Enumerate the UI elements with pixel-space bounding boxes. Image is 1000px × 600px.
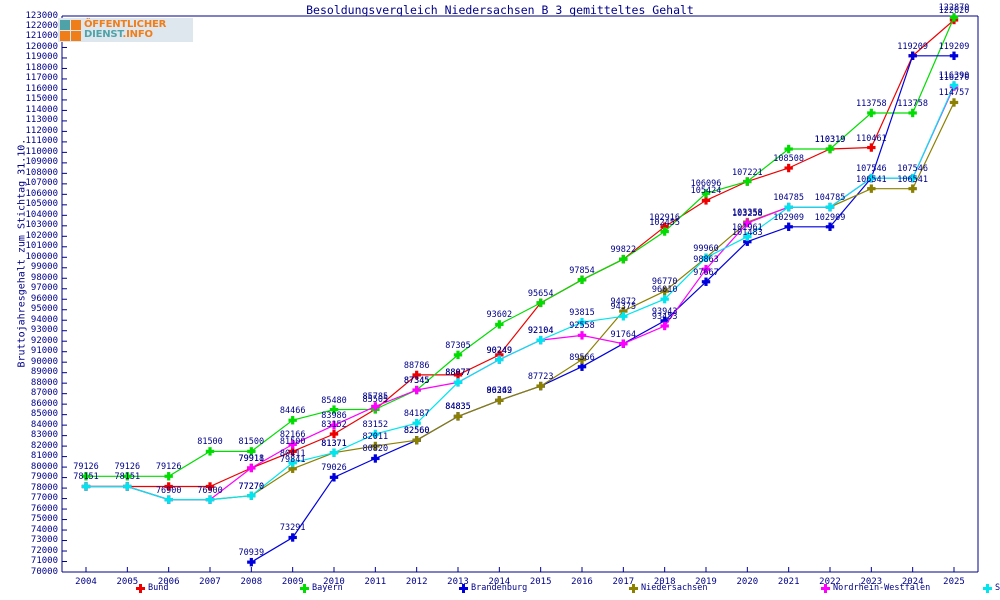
data-point-marker	[288, 458, 297, 467]
data-point-marker	[164, 482, 173, 491]
data-point-marker	[743, 232, 752, 241]
data-point-marker	[660, 294, 669, 304]
data-point-marker	[660, 316, 669, 326]
data-point-marker	[536, 335, 545, 345]
data-point-marker	[453, 350, 463, 360]
data-point-marker	[949, 13, 959, 22]
data-point-marker	[495, 350, 504, 360]
data-point-marker	[867, 143, 876, 152]
data-point-marker	[784, 202, 793, 212]
data-point-marker	[743, 177, 752, 186]
data-point-marker	[908, 173, 917, 183]
data-point-marker	[577, 331, 587, 340]
data-point-marker	[867, 108, 876, 118]
data-point-marker	[701, 196, 711, 205]
data-point-marker	[288, 447, 297, 456]
data-point-marker	[495, 355, 504, 364]
data-point-marker	[329, 421, 339, 430]
data-point-marker	[619, 306, 628, 316]
logo-line-2-dienst: DIENST	[84, 29, 123, 40]
data-point-marker	[577, 275, 587, 284]
data-point-marker	[825, 144, 835, 154]
data-point-marker	[247, 447, 256, 456]
data-point-marker	[123, 472, 132, 481]
data-point-marker	[701, 253, 711, 262]
data-point-marker	[949, 81, 959, 90]
logo-squares-icon	[60, 19, 81, 41]
data-point-marker	[660, 227, 669, 236]
data-point-marker	[908, 108, 917, 118]
data-point-marker	[619, 339, 628, 348]
data-point-marker	[577, 362, 587, 371]
data-point-marker	[577, 317, 587, 327]
data-point-marker	[247, 463, 256, 473]
chart-title: Besoldungsvergleich Niedersachsen B 3 ge…	[306, 3, 694, 17]
data-point-marker	[619, 254, 628, 264]
data-point-marker	[701, 277, 711, 286]
data-point-marker	[908, 51, 917, 60]
data-point-marker	[908, 184, 917, 193]
data-point-marker	[81, 482, 91, 491]
data-point-marker	[329, 429, 339, 439]
data-point-marker	[743, 218, 752, 228]
data-point-marker	[371, 454, 380, 463]
data-point-marker	[453, 370, 463, 380]
data-point-marker	[536, 381, 545, 391]
data-point-marker	[784, 144, 793, 154]
data-point-marker	[288, 416, 297, 425]
data-point-marker	[949, 51, 959, 60]
data-point-marker	[205, 482, 215, 491]
data-point-marker	[453, 412, 463, 421]
data-point-marker	[164, 472, 173, 481]
data-point-marker	[453, 378, 463, 387]
data-point-marker	[247, 557, 256, 567]
data-point-marker	[288, 533, 297, 542]
data-point-marker	[743, 237, 752, 246]
data-point-marker	[495, 396, 504, 405]
logo-line-1: ÖFFENTLICHER	[84, 19, 167, 30]
data-point-marker	[329, 405, 339, 414]
data-point-marker	[660, 222, 669, 231]
data-point-marker	[867, 184, 876, 193]
data-point-marker	[164, 495, 173, 504]
data-point-marker	[825, 222, 835, 231]
data-point-marker	[412, 436, 421, 445]
data-point-marker	[701, 189, 711, 198]
data-point-marker	[412, 370, 421, 380]
data-point-marker	[701, 265, 711, 274]
data-point-marker	[867, 173, 876, 183]
data-point-marker	[371, 429, 380, 439]
data-point-marker	[660, 286, 669, 296]
data-point-marker	[825, 202, 835, 212]
data-point-marker	[123, 482, 132, 491]
data-point-marker	[619, 312, 628, 321]
data-point-marker	[784, 222, 793, 231]
data-point-marker	[81, 472, 91, 481]
data-point-marker	[247, 491, 256, 500]
data-point-marker	[784, 163, 793, 173]
data-point-marker	[205, 447, 215, 456]
data-point-marker	[412, 418, 421, 428]
data-point-marker	[536, 298, 545, 308]
data-point-marker	[205, 495, 215, 504]
data-point-marker	[949, 98, 959, 107]
data-point-marker	[660, 321, 669, 331]
data-point-marker	[329, 448, 339, 457]
data-point-marker	[371, 402, 380, 411]
data-point-marker	[371, 441, 380, 451]
data-point-marker	[412, 385, 421, 395]
logo-line-2-info: .INFO	[122, 29, 153, 40]
data-point-marker	[495, 320, 504, 329]
data-point-marker	[288, 440, 297, 449]
data-point-marker	[288, 464, 297, 473]
oeffentlicher-dienst-logo: ÖFFENTLICHER DIENST.INFO	[58, 18, 193, 42]
data-point-marker	[577, 355, 587, 364]
data-point-marker	[329, 473, 339, 482]
